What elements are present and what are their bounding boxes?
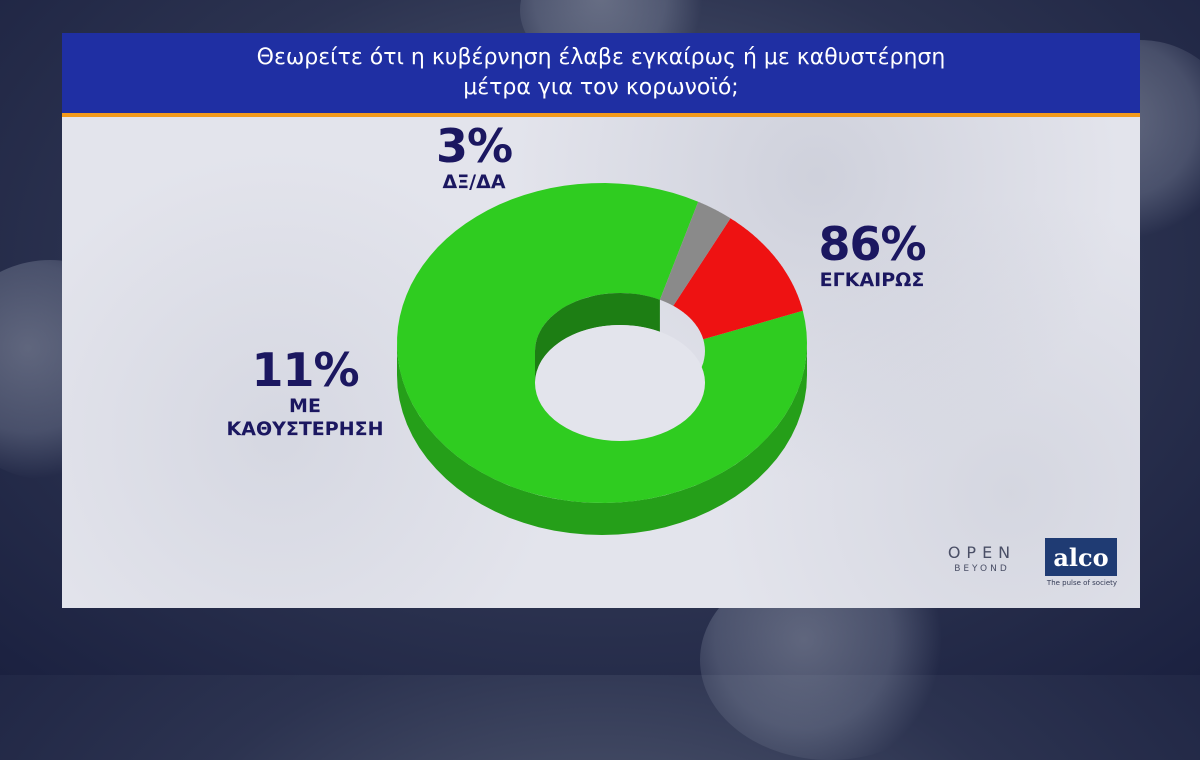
title-line-1: Θεωρείτε ότι η κυβέρνηση έλαβε εγκαίρως …	[256, 45, 946, 70]
slice-label-dont-know: 3% ΔΞ/ΔΑ	[414, 121, 534, 194]
donut-side-εγκαιρως	[397, 343, 807, 535]
slice-label-timely: 86% ΕΓΚΑΙΡΩΣ	[802, 219, 942, 292]
slice-value-timely: 86%	[818, 217, 926, 271]
slice-name-dont-know: ΔΞ/ΔΑ	[442, 171, 506, 193]
alco-tagline: The pulse of society	[1046, 579, 1118, 587]
donut-slice-με-καθυστερηση	[673, 218, 803, 340]
page-title: Θεωρείτε ότι η κυβέρνηση έλαβε εγκαίρως …	[151, 43, 1051, 103]
donut-hole	[535, 325, 705, 441]
alco-logo-text: alco	[1053, 542, 1109, 572]
slice-name-delayed-line2: ΚΑΘΥΣΤΕΡΗΣΗ	[226, 418, 384, 440]
open-beyond-logo: OPEN BEYOND	[937, 543, 1027, 574]
slice-value-dont-know: 3%	[435, 119, 513, 173]
alco-logo: alco	[1045, 538, 1117, 576]
slice-name-timely: ΕΓΚΑΙΡΩΣ	[819, 269, 925, 291]
donut-chart	[397, 183, 807, 535]
donut-inner-wall-εγκαιρως	[535, 293, 660, 383]
chart-panel: Θεωρείτε ότι η κυβέρνηση έλαβε εγκαίρως …	[62, 33, 1140, 608]
donut-slice-δξ-δα	[659, 201, 731, 306]
beyond-logo-text: BEYOND	[954, 564, 1010, 574]
open-logo-text: OPEN	[947, 543, 1017, 562]
title-line-2: μέτρα για τον κορωνοϊό;	[463, 75, 739, 100]
slice-value-delayed: 11%	[251, 343, 359, 397]
slice-name-delayed-line1: ΜΕ	[289, 395, 321, 417]
title-bar: Θεωρείτε ότι η κυβέρνηση έλαβε εγκαίρως …	[62, 33, 1140, 117]
donut-slice-εγκαιρως	[397, 183, 807, 503]
slice-label-delayed: 11% ΜΕ ΚΑΘΥΣΤΕΡΗΣΗ	[210, 345, 400, 441]
